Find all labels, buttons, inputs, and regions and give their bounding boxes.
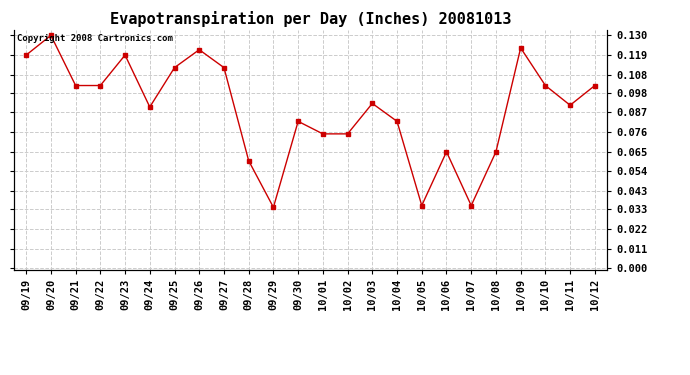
Text: Copyright 2008 Cartronics.com: Copyright 2008 Cartronics.com xyxy=(17,34,172,43)
Title: Evapotranspiration per Day (Inches) 20081013: Evapotranspiration per Day (Inches) 2008… xyxy=(110,12,511,27)
